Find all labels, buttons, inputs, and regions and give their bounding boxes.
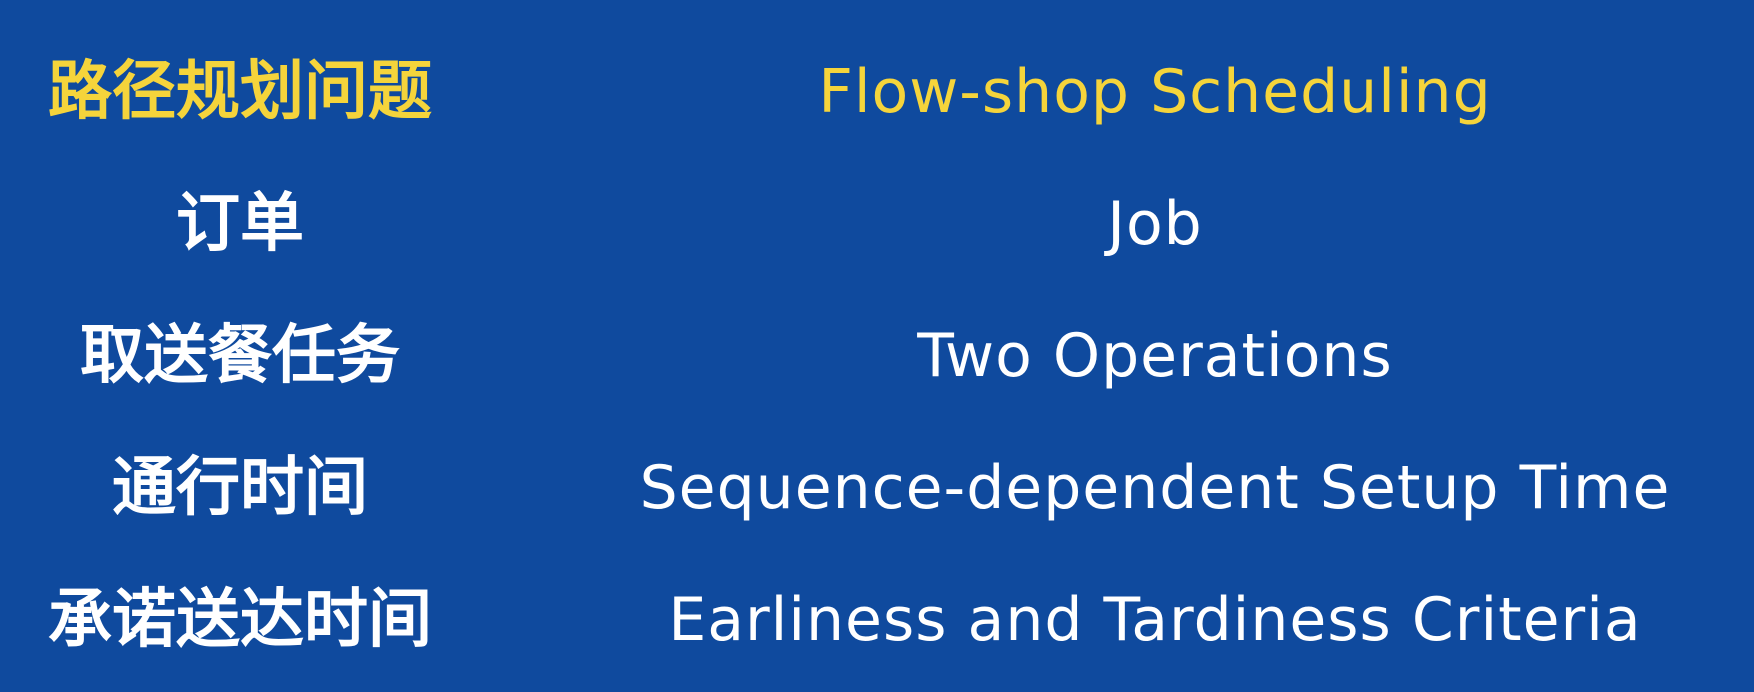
header-row: 路径规划问题 Flow-shop Scheduling xyxy=(0,26,1754,158)
mapping-row-setup-time: 通行时间 Sequence-dependent Setup Time xyxy=(0,422,1754,554)
mapping-row-operations: 取送餐任务 Two Operations xyxy=(0,290,1754,422)
left-term: 订单 xyxy=(176,187,304,261)
right-term: Two Operations xyxy=(917,321,1393,391)
right-term: Earliness and Tardiness Criteria xyxy=(668,585,1642,655)
right-term: Job xyxy=(1107,189,1203,259)
header-left-term: 路径规划问题 xyxy=(48,55,432,129)
header-right-term: Flow-shop Scheduling xyxy=(818,57,1492,127)
mapping-row-criteria: 承诺送达时间 Earliness and Tardiness Criteria xyxy=(0,554,1754,686)
right-term: Sequence-dependent Setup Time xyxy=(639,453,1671,523)
left-term: 取送餐任务 xyxy=(80,319,400,393)
left-term: 通行时间 xyxy=(112,451,368,525)
mapping-row-job: 订单 Job xyxy=(0,158,1754,290)
left-term: 承诺送达时间 xyxy=(48,583,432,657)
